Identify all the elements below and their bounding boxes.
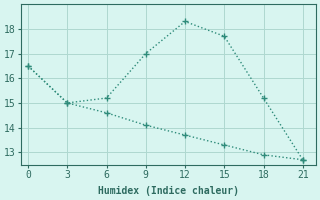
X-axis label: Humidex (Indice chaleur): Humidex (Indice chaleur) xyxy=(98,186,239,196)
